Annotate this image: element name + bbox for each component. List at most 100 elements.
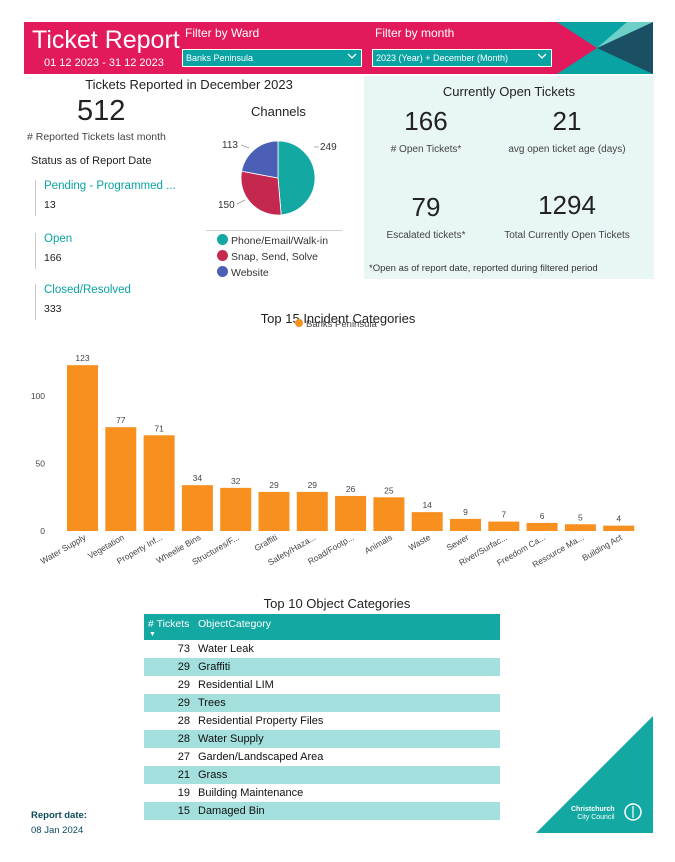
legend-swatch	[295, 319, 303, 327]
report-date-label: Report date:	[31, 810, 87, 821]
bar-value-label: 9	[463, 507, 468, 517]
col-header-category[interactable]: ObjectCategory	[198, 618, 271, 630]
bar[interactable]	[143, 435, 175, 531]
status-name: Closed/Resolved	[44, 284, 131, 296]
logo-line-2: City Council	[577, 814, 615, 821]
bar[interactable]	[450, 518, 481, 531]
row-category: Building Maintenance	[198, 787, 304, 799]
council-logo-icon	[624, 803, 642, 821]
status-value: 166	[44, 252, 62, 264]
pie-slice	[241, 140, 279, 179]
bar-value-label: 32	[231, 476, 241, 486]
bar-value-label: 71	[154, 423, 164, 433]
row-category: Damaged Bin	[198, 805, 265, 817]
row-count: 27	[177, 751, 190, 763]
report-title: Ticket Report	[32, 26, 180, 54]
row-count: 19	[177, 787, 190, 799]
y-tick-label: 100	[31, 391, 45, 401]
bar[interactable]	[220, 487, 252, 531]
table-row: 29 Residential LIM	[144, 676, 500, 694]
bar[interactable]	[373, 497, 405, 531]
reported-tickets-label: # Reported Tickets last month	[27, 131, 166, 143]
y-tick-label: 50	[36, 459, 46, 469]
report-header: Ticket Report 01 12 2023 - 31 12 2023 Fi…	[24, 22, 653, 74]
bar[interactable]	[526, 522, 558, 531]
total-open-count: 1294	[538, 190, 596, 220]
legend-item: Snap, Send, Solve	[217, 250, 318, 263]
table-row: 29 Graffiti	[144, 658, 500, 676]
legend-item: Phone/Email/Walk-in	[217, 234, 328, 247]
bar-value-label: 5	[578, 512, 583, 522]
row-category: Garden/Landscaped Area	[198, 751, 324, 763]
row-category: Trees	[198, 697, 226, 709]
chevron-down-icon	[347, 53, 357, 59]
x-tick-label: Animals	[363, 532, 394, 556]
pie-label: 113	[222, 140, 238, 151]
bar[interactable]	[181, 485, 213, 531]
summary-title: Tickets Reported in December 2023	[85, 77, 293, 92]
chart-legend-label: Banks Peninsula	[306, 319, 377, 330]
month-filter-select[interactable]: 2023 (Year) + December (Month)	[372, 49, 552, 67]
escalated-label: Escalated tickets*	[386, 230, 466, 241]
legend-item: Website	[217, 266, 269, 279]
legend-swatch	[217, 250, 228, 261]
channels-pie-chart: 249 150 113	[218, 140, 337, 216]
bar-value-label: 7	[501, 510, 506, 520]
month-filter-label: Filter by month	[375, 26, 455, 40]
bar[interactable]	[335, 495, 367, 531]
pie-label: 249	[320, 142, 337, 153]
row-category: Graffiti	[198, 661, 231, 673]
bar-value-label: 29	[269, 480, 279, 490]
date-range: 01 12 2023 - 31 12 2023	[44, 57, 164, 69]
bar-value-label: 6	[540, 511, 545, 521]
table-row: 15 Damaged Bin	[144, 802, 500, 820]
incident-categories-bar-chart: Top 15 Incident Categories Banks Peninsu…	[31, 311, 635, 570]
bar-value-label: 14	[422, 500, 432, 510]
row-count: 29	[177, 679, 190, 691]
pie-slice	[277, 140, 316, 216]
bar-value-label: 4	[616, 514, 621, 524]
bar[interactable]	[105, 427, 137, 531]
bar[interactable]	[258, 491, 290, 531]
open-count-label: # Open Tickets*	[390, 144, 462, 155]
ward-filter-select[interactable]: Banks Peninsula	[182, 49, 362, 67]
bar[interactable]	[564, 524, 596, 531]
row-count: 21	[177, 769, 190, 781]
x-tick-label: Water Supply	[39, 532, 89, 566]
col-header-count[interactable]: # Tickets	[148, 618, 190, 630]
bar-value-label: 29	[308, 480, 318, 490]
status-value: 13	[44, 199, 56, 211]
bar[interactable]	[411, 512, 443, 531]
row-count: 29	[177, 697, 190, 709]
bar[interactable]	[296, 491, 328, 531]
sort-desc-icon[interactable]: ▼	[149, 631, 156, 638]
bar[interactable]	[603, 525, 635, 531]
ward-filter-value: Banks Peninsula	[186, 53, 254, 63]
status-name: Open	[44, 233, 73, 245]
status-name: Pending - Programmed ...	[44, 180, 176, 192]
bar[interactable]	[67, 365, 98, 531]
legend-label: Phone/Email/Walk-in	[231, 235, 329, 247]
bar-value-label: 34	[193, 473, 203, 483]
row-count: 73	[177, 643, 190, 655]
row-count: 28	[177, 733, 190, 745]
channels-title: Channels	[251, 104, 306, 119]
row-count: 28	[177, 715, 190, 727]
pie-label: 150	[218, 200, 235, 211]
bar-value-label: 26	[346, 484, 356, 494]
chevron-down-icon	[537, 53, 547, 59]
y-tick-label: 0	[40, 526, 45, 536]
bar-value-label: 77	[116, 415, 126, 425]
pie-slice	[240, 170, 282, 216]
row-category: Water Supply	[198, 733, 264, 745]
bar[interactable]	[488, 521, 520, 531]
status-card-closed: Closed/Resolved 333	[35, 284, 185, 320]
month-filter-value: 2023 (Year) + December (Month)	[376, 53, 508, 63]
open-tickets-note: *Open as of report date, reported during…	[369, 263, 598, 274]
object-categories-table: # Tickets ▼ ObjectCategory 73 Water Leak …	[144, 614, 500, 820]
legend-label: Website	[231, 267, 269, 279]
table-row: 19 Building Maintenance	[144, 784, 500, 802]
status-value: 333	[44, 303, 62, 315]
table-row: 28 Residential Property Files	[144, 712, 500, 730]
open-tickets-title: Currently Open Tickets	[442, 84, 576, 99]
